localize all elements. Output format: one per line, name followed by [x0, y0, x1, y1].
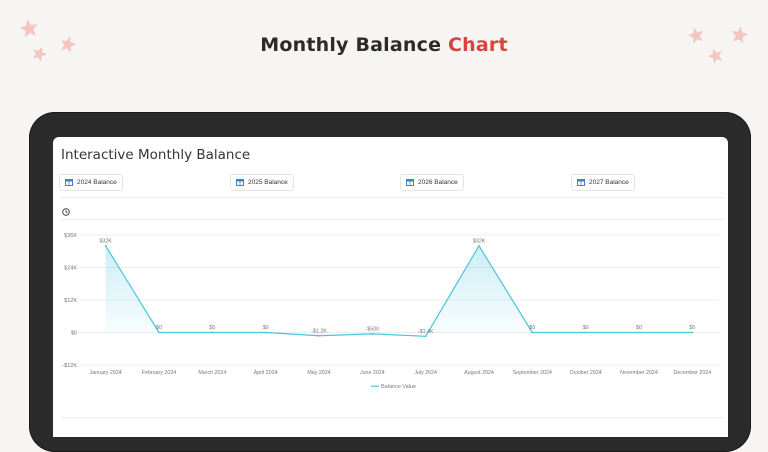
data-label: $0	[583, 325, 589, 331]
tab-label: 2026 Balance	[418, 179, 458, 186]
data-label: $0	[689, 325, 695, 331]
data-label: $32K	[99, 238, 112, 244]
x-tick-label: June 2024	[360, 370, 385, 376]
table-icon	[236, 179, 244, 186]
table-icon	[577, 179, 585, 186]
tab-label: 2027 Balance	[589, 179, 629, 186]
star-icon	[688, 27, 704, 43]
data-label: $0	[636, 325, 642, 331]
y-tick-label: $12K	[64, 298, 77, 304]
x-tick-label: July 2024	[414, 370, 437, 376]
table-icon	[406, 179, 414, 186]
divider	[61, 197, 724, 198]
data-label: -$500	[366, 326, 380, 332]
headline-accent: Chart	[448, 34, 508, 56]
data-label: -$1.2K	[311, 328, 327, 334]
y-tick-label: $0	[71, 331, 77, 337]
star-icon	[20, 19, 38, 37]
headline-main: Monthly Balance	[260, 34, 442, 56]
balance-line-chart: $36K $24K $12K $0 -$12K $32K January 2024 $0 Feb…	[62, 233, 719, 390]
data-label: $32K	[473, 238, 486, 244]
tab-2025-balance[interactable]: 2025 Balance	[230, 174, 294, 191]
data-point	[318, 334, 320, 337]
x-tick-label: January 2024	[90, 370, 122, 376]
y-tick-label: $24K	[64, 266, 77, 272]
x-tick-label: April 2024	[254, 370, 278, 376]
divider	[61, 219, 724, 220]
data-point	[424, 335, 427, 338]
data-point	[638, 331, 640, 334]
data-point	[691, 331, 694, 334]
x-tick-label: February 2024	[142, 370, 177, 376]
series-area	[105, 245, 693, 337]
series-line	[105, 245, 693, 337]
legend-label: Balance Value	[381, 384, 416, 390]
data-point	[584, 331, 587, 334]
tab-2024-balance[interactable]: 2024 Balance	[59, 174, 123, 191]
star-icon	[731, 26, 748, 43]
data-point	[371, 332, 374, 335]
x-tick-label: October 2024	[570, 370, 602, 376]
data-point	[478, 244, 480, 247]
tab-2026-balance[interactable]: 2026 Balance	[400, 174, 464, 191]
data-point	[158, 331, 160, 334]
data-point	[104, 244, 107, 247]
x-tick-label: September 2024	[513, 370, 552, 376]
x-tick-label: March 2024	[198, 370, 226, 376]
star-icon	[708, 48, 723, 63]
data-label: $0	[529, 325, 535, 331]
x-tick-label: December 2024	[673, 370, 711, 376]
x-tick-label: November 2024	[620, 370, 658, 376]
data-point	[264, 331, 267, 334]
data-point	[531, 331, 534, 334]
data-label: -$1.4K	[418, 329, 434, 335]
x-tick-label: August 2024	[464, 370, 494, 376]
clock-icon[interactable]	[62, 208, 70, 216]
data-label: $0	[156, 325, 162, 331]
star-icon	[32, 46, 47, 61]
headline: Monthly Balance Chart	[0, 34, 768, 56]
table-icon	[65, 179, 73, 186]
tab-2027-balance[interactable]: 2027 Balance	[571, 174, 635, 191]
y-tick-label: -$12K	[62, 363, 77, 369]
data-label: $0	[209, 325, 215, 331]
star-icon	[60, 36, 76, 52]
divider	[61, 417, 724, 418]
view-tabs: 2024 Balance 2025 Balance 2026 Balance 2…	[53, 174, 728, 191]
y-tick-label: $36K	[64, 233, 77, 239]
tab-label: 2025 Balance	[248, 179, 288, 186]
tab-label: 2024 Balance	[77, 179, 117, 186]
x-tick-label: May 2024	[307, 370, 330, 376]
data-point	[211, 331, 214, 334]
app-screen: Interactive Monthly Balance 2024 Balance…	[53, 137, 728, 437]
data-label: $0	[263, 325, 269, 331]
page-title: Interactive Monthly Balance	[61, 147, 251, 163]
